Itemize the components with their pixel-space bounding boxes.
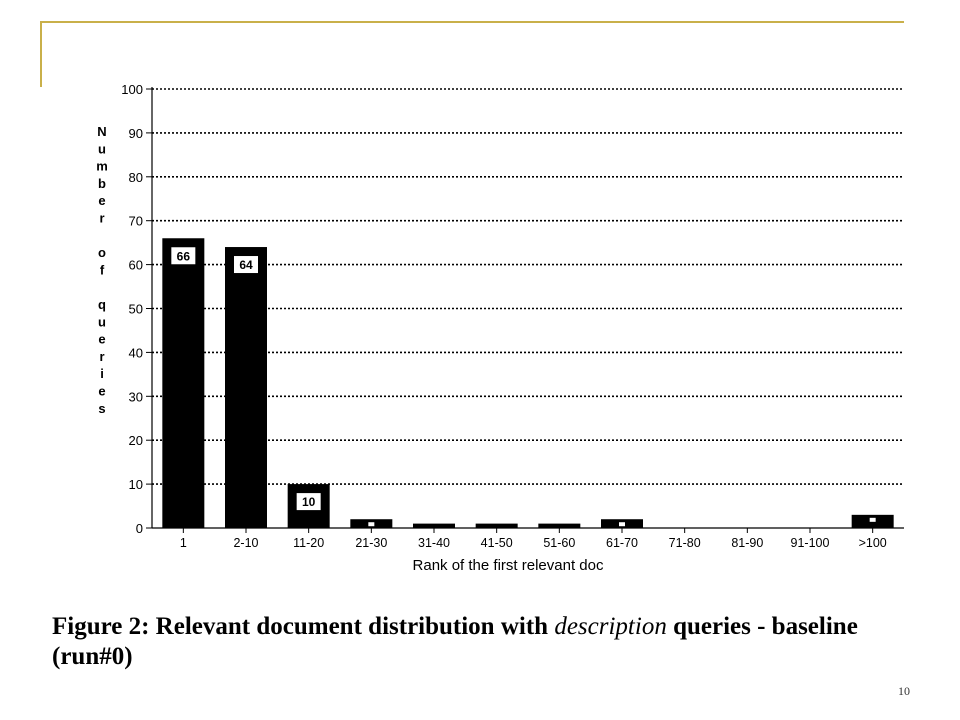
y-axis-title-letter: b <box>98 176 106 191</box>
y-tick-label: 80 <box>129 170 143 185</box>
y-axis-title-letter: e <box>98 332 105 347</box>
y-axis-title-letter: o <box>98 245 106 260</box>
bar <box>225 247 267 529</box>
x-tick-label: 2-10 <box>233 536 258 550</box>
bar <box>413 523 455 528</box>
data-label-bg <box>296 493 321 511</box>
y-axis-title-letter: e <box>98 384 105 399</box>
y-axis-title-letter: e <box>98 193 105 208</box>
data-label: 64 <box>239 258 253 272</box>
x-tick-label: 71-80 <box>669 536 701 550</box>
y-axis-title-letter: s <box>98 401 105 416</box>
y-axis-title-letter: i <box>100 366 104 381</box>
y-tick-label: 20 <box>129 433 143 448</box>
y-tick-label: 10 <box>129 477 143 492</box>
y-axis-title-letter: q <box>98 297 106 312</box>
y-axis-title-letter: m <box>96 159 108 174</box>
y-axis-title-letter: f <box>100 262 105 277</box>
caption-text-1: Figure 2: Relevant document distribution… <box>52 613 555 640</box>
figure-caption: Figure 2: Relevant document distribution… <box>52 612 942 672</box>
bar-chart: 0 10 20 30 40 50 60 70 80 90 100 66 1 64 2-10 10 11-20 21… <box>96 82 904 574</box>
x-tick-label: 91-100 <box>791 536 830 550</box>
x-tick-label: 21-30 <box>355 536 387 550</box>
y-tick-label: 100 <box>121 82 143 97</box>
x-tick-label: 81-90 <box>731 536 763 550</box>
slide-frame-top <box>40 21 904 23</box>
x-tick-label: 61-70 <box>606 536 638 550</box>
data-label-bg <box>234 256 258 274</box>
y-axis-title-letter: N <box>97 124 106 139</box>
bar <box>162 238 205 528</box>
data-label-chip <box>869 517 876 522</box>
y-axis-title-letter: u <box>98 314 106 329</box>
y-axis-title-letter: u <box>98 141 106 156</box>
y-tick-label: 90 <box>129 126 143 141</box>
y-axis-title-letter: r <box>99 349 104 364</box>
bar <box>475 523 518 528</box>
x-axis-title: Rank of the first relevant doc <box>413 557 604 574</box>
y-tick-label: 0 <box>136 521 143 536</box>
y-tick-label: 60 <box>129 258 143 273</box>
bar <box>538 523 581 528</box>
x-tick-label: 1 <box>180 536 187 550</box>
x-tick-label: 31-40 <box>418 536 450 550</box>
y-tick-label: 30 <box>129 389 143 404</box>
y-tick-label: 70 <box>129 214 143 229</box>
caption-italic: description <box>554 613 667 640</box>
x-tick-label: >100 <box>859 536 887 550</box>
y-axis-title-letter: r <box>99 211 104 226</box>
slide-frame-left <box>40 21 42 87</box>
x-tick-label: 41-50 <box>481 536 513 550</box>
slide-number: 10 <box>898 684 910 698</box>
data-label: 10 <box>302 495 316 509</box>
y-tick-label: 40 <box>129 345 143 360</box>
data-label-bg <box>171 247 196 265</box>
x-tick-label: 51-60 <box>543 536 575 550</box>
data-label-chip <box>368 522 375 527</box>
data-label: 66 <box>177 249 191 263</box>
y-tick-label: 50 <box>129 302 143 317</box>
caption-text-2: queries - baseline (run#0) <box>52 613 858 670</box>
data-label-chip <box>619 522 625 527</box>
x-tick-label: 11-20 <box>293 536 324 550</box>
